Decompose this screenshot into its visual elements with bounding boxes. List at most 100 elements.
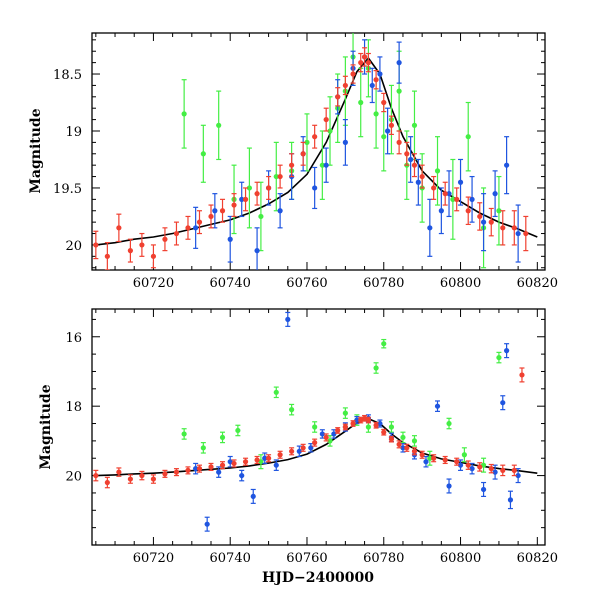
data-point-green xyxy=(496,208,502,214)
data-point-green xyxy=(289,407,295,413)
data-point-blue xyxy=(457,179,464,185)
data-point-red xyxy=(116,225,122,231)
data-point-blue xyxy=(515,230,521,237)
data-point-blue xyxy=(239,196,245,202)
data-point-green xyxy=(319,162,325,168)
data-point-red xyxy=(465,208,471,214)
x-tick-label: 60800 xyxy=(440,276,481,291)
data-point-red xyxy=(208,464,214,470)
data-point-red xyxy=(150,253,157,259)
x-tick-label: 60780 xyxy=(363,551,404,566)
data-point-blue xyxy=(262,455,268,461)
data-point-blue xyxy=(285,316,291,323)
data-point-blue xyxy=(504,348,510,354)
top-plot-frame xyxy=(91,32,546,271)
x-tick-label: 60720 xyxy=(133,276,174,291)
data-point-red xyxy=(196,219,203,225)
data-point-red xyxy=(523,230,529,237)
data-point-red xyxy=(265,185,272,191)
top-data-points xyxy=(93,33,529,270)
data-point-blue xyxy=(396,60,402,66)
data-point-red xyxy=(277,452,283,458)
data-point-blue xyxy=(434,403,441,409)
x-tick-label: 60760 xyxy=(286,276,327,291)
x-axis-label: HJD−2400000 xyxy=(262,570,374,586)
data-point-green xyxy=(388,424,395,430)
x-tick-label: 60720 xyxy=(133,551,174,566)
data-point-red xyxy=(127,476,133,482)
data-point-blue xyxy=(469,196,475,202)
data-point-red xyxy=(511,225,517,231)
data-point-red xyxy=(342,424,348,430)
data-point-blue xyxy=(504,162,510,168)
data-point-red xyxy=(231,460,237,467)
data-point-red xyxy=(431,185,437,191)
data-point-red xyxy=(208,213,214,220)
x-tick-label: 60800 xyxy=(440,551,481,566)
data-point-red xyxy=(454,459,460,465)
data-point-blue xyxy=(193,466,199,472)
data-point-blue xyxy=(469,466,475,472)
data-point-blue xyxy=(492,191,498,197)
bottom-plot-frame xyxy=(91,308,546,546)
data-point-red xyxy=(127,248,133,254)
data-point-red xyxy=(219,462,226,468)
x-tick-label: 60820 xyxy=(517,276,558,291)
x-tick-label: 60740 xyxy=(210,276,251,291)
data-point-blue xyxy=(515,472,521,479)
data-point-red xyxy=(488,466,494,472)
data-point-red xyxy=(442,191,448,197)
data-point-blue xyxy=(400,445,406,451)
data-point-red xyxy=(442,457,448,463)
data-point-red xyxy=(93,242,99,248)
data-point-blue xyxy=(277,208,283,214)
data-point-blue xyxy=(369,82,375,89)
data-point-red xyxy=(365,417,372,423)
data-point-red xyxy=(373,77,379,83)
data-point-red xyxy=(162,236,168,242)
data-point-blue xyxy=(254,248,260,254)
data-point-red xyxy=(196,466,203,472)
y-tick-label: 18.5 xyxy=(53,68,82,83)
data-point-green xyxy=(396,88,402,94)
data-point-red xyxy=(500,467,506,473)
data-point-blue xyxy=(204,521,210,527)
data-point-green xyxy=(434,168,441,174)
data-point-blue xyxy=(296,448,302,454)
data-point-blue xyxy=(385,128,391,134)
y-tick-label: 20 xyxy=(65,239,82,254)
data-point-green xyxy=(273,389,279,395)
data-point-red xyxy=(139,242,145,248)
data-point-red xyxy=(361,54,368,60)
data-point-green xyxy=(304,139,310,145)
x-tick-label: 60760 xyxy=(286,551,327,566)
data-point-red xyxy=(396,441,402,447)
data-point-red xyxy=(162,471,168,477)
data-point-blue xyxy=(331,431,337,437)
data-point-green xyxy=(246,185,252,191)
data-point-red xyxy=(93,472,99,479)
data-point-blue xyxy=(250,493,256,500)
data-point-red xyxy=(411,162,418,168)
data-point-red xyxy=(139,472,145,479)
data-point-green xyxy=(327,128,333,134)
data-point-red xyxy=(350,420,356,427)
data-point-red xyxy=(231,202,237,208)
data-point-red xyxy=(289,448,295,454)
data-point-blue xyxy=(408,156,414,163)
series-blue xyxy=(193,39,521,270)
data-point-red xyxy=(381,429,387,435)
data-point-green xyxy=(181,111,187,117)
top-panel: 60720 60740 60760 60780 60800 60820 18.5 19 19.5… xyxy=(28,32,558,291)
data-point-blue xyxy=(446,191,452,197)
y-tick-label: 19 xyxy=(65,125,82,140)
data-point-red xyxy=(381,99,387,106)
x-tick-label: 60740 xyxy=(210,551,251,566)
data-point-blue xyxy=(377,71,383,77)
bottom-panel: 60720 60740 60760 60780 60800 60820 16 18 20 Mag… xyxy=(38,308,558,586)
data-point-blue xyxy=(457,462,464,468)
bottom-tick-labels: 60720 60740 60760 60780 60800 60820 16 18 20 xyxy=(65,331,558,566)
data-point-blue xyxy=(273,462,279,468)
data-point-red xyxy=(173,230,180,237)
